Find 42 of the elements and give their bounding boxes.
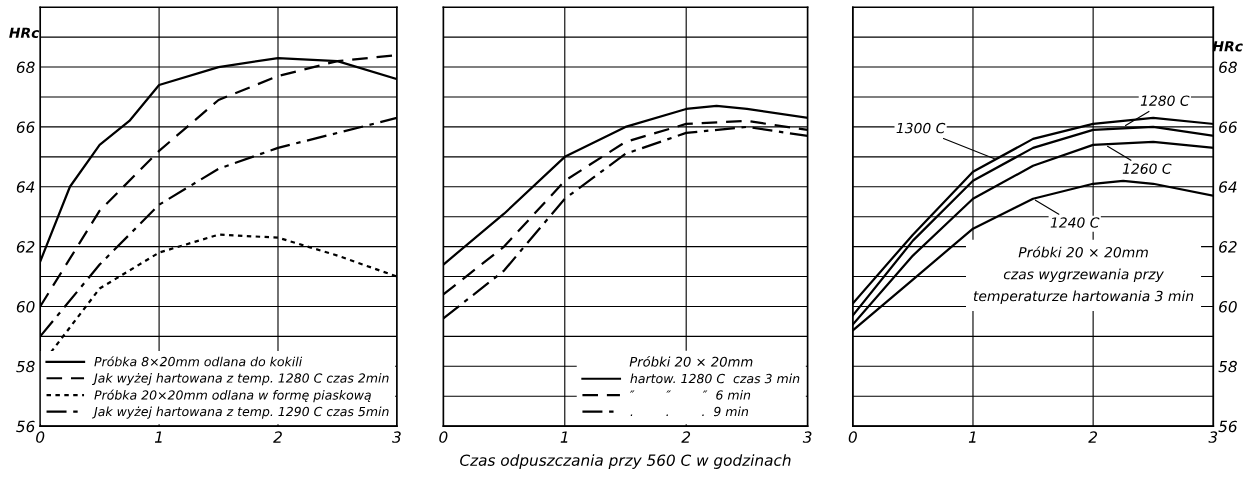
y-tick-label: 62 xyxy=(16,241,35,253)
x-tick-label: 3 xyxy=(392,431,401,443)
x-tick-label: 2 xyxy=(681,431,691,443)
y-tick-label: 68 xyxy=(16,61,35,74)
legend-title: Próbki 20 × 20mm xyxy=(629,355,753,367)
y-tick-label: 56 xyxy=(16,420,35,433)
y-tick-label: 64 xyxy=(1219,181,1237,193)
x-tick-label: 2 xyxy=(273,431,282,443)
x-tick-label: 0 xyxy=(848,431,857,443)
annotation: 1240 C xyxy=(1050,217,1100,228)
legend-label: Jak wyżej hartowana z temp. 1280 C czas 2min xyxy=(91,373,389,386)
annotation: Próbki 20 × 20mm czas wygrzewania przy temperaturze hartowania 3 min xyxy=(973,246,1194,304)
legend-label: Jak wyżej hartowana z temp. 1290 C czas 5min xyxy=(91,406,389,419)
y-tick-label: 56 xyxy=(1218,420,1237,433)
y-tick-label: 58 xyxy=(1218,360,1237,373)
y-axis-title: HRc xyxy=(9,27,40,39)
x-axis-title: Czas odpuszczania przy 560 C w godzinach xyxy=(460,454,791,469)
x-tick-label: 1 xyxy=(968,431,976,443)
y-axis-title: HRc xyxy=(1212,41,1243,52)
legend-label: . . . 9 min xyxy=(630,406,749,417)
legend-label: Próbka 20×20mm odlana w formę piaskową xyxy=(94,389,371,403)
x-tick-label: 3 xyxy=(802,431,812,443)
legend-label: hartow. 1280 C czas 3 min xyxy=(630,373,800,384)
y-tick-label: 66 xyxy=(16,121,35,133)
y-tick-label: 58 xyxy=(16,360,35,373)
legend-label: Próbka 8×20mm odlana do kokili xyxy=(94,356,303,367)
y-tick-label: 60 xyxy=(16,300,35,313)
y-tick-label: 62 xyxy=(1219,241,1237,253)
x-tick-label: 0 xyxy=(36,431,45,443)
y-tick-label: 60 xyxy=(1219,300,1237,313)
x-tick-label: 1 xyxy=(154,431,162,443)
y-tick-label: 64 xyxy=(16,181,35,193)
annotation: 1260 C xyxy=(1122,163,1172,174)
x-tick-label: 1 xyxy=(560,431,568,443)
annotation: 1280 C xyxy=(1140,95,1190,106)
legend-label: ″ ″ ″ 6 min xyxy=(629,390,751,400)
y-tick-label: 66 xyxy=(1219,121,1237,133)
x-tick-label: 2 xyxy=(1088,431,1098,443)
y-tick-label: 68 xyxy=(1219,61,1237,74)
annotation: 1300 C xyxy=(896,122,946,134)
x-tick-label: 0 xyxy=(439,431,448,443)
x-tick-label: 3 xyxy=(1208,431,1218,443)
